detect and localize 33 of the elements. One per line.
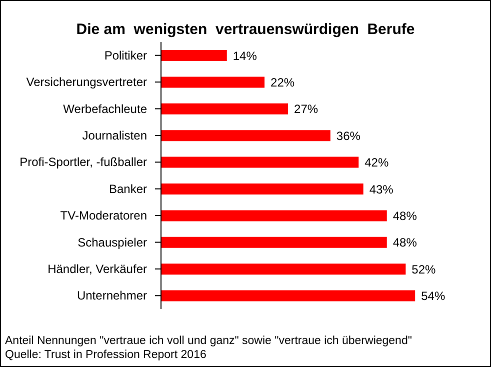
data-label: 42% xyxy=(364,156,389,170)
y-tick-label: Schauspieler xyxy=(78,235,148,250)
bar xyxy=(161,236,387,248)
data-label: 54% xyxy=(421,289,446,304)
bar xyxy=(161,210,387,222)
bar xyxy=(161,76,265,88)
data-label: 27% xyxy=(294,102,318,116)
data-label: 48% xyxy=(392,208,418,223)
y-tick-label: Versicherungsvertreter xyxy=(26,75,147,90)
y-tick-label: Unternehmer xyxy=(76,288,148,303)
bar xyxy=(161,264,406,275)
y-tick-label: Profi-Sportler, -fußballer xyxy=(20,155,147,170)
bar xyxy=(161,50,227,62)
data-label: 52% xyxy=(412,262,436,276)
data-label: 48% xyxy=(392,236,418,250)
y-tick-label: TV-Moderatoren xyxy=(60,208,147,223)
data-label: 43% xyxy=(369,182,394,196)
y-tick-label: Werbefachleute xyxy=(63,102,148,116)
bar xyxy=(161,184,364,195)
y-tick-label: Händler, Verkäufer xyxy=(48,262,147,276)
bar xyxy=(161,103,288,114)
bar xyxy=(161,290,416,302)
bar xyxy=(161,130,330,142)
y-tick-label: Journalisten xyxy=(82,128,147,142)
data-label: 14% xyxy=(232,48,258,63)
source-note: Quelle: Trust in Profession Report 2016 xyxy=(5,348,208,362)
data-label: 36% xyxy=(336,128,361,143)
y-tick-label: Politiker xyxy=(104,48,147,62)
text: Anteil Nennungen "vertraue ich voll und ganz" sowie "vertraue ich überwiegend" xyxy=(5,334,412,348)
data-label: 22% xyxy=(270,75,295,90)
y-tick-label: Banker xyxy=(108,182,147,196)
chart-title: Die am wenigsten vertrauenswürdigen Berufe xyxy=(75,21,416,38)
bar xyxy=(161,156,359,168)
